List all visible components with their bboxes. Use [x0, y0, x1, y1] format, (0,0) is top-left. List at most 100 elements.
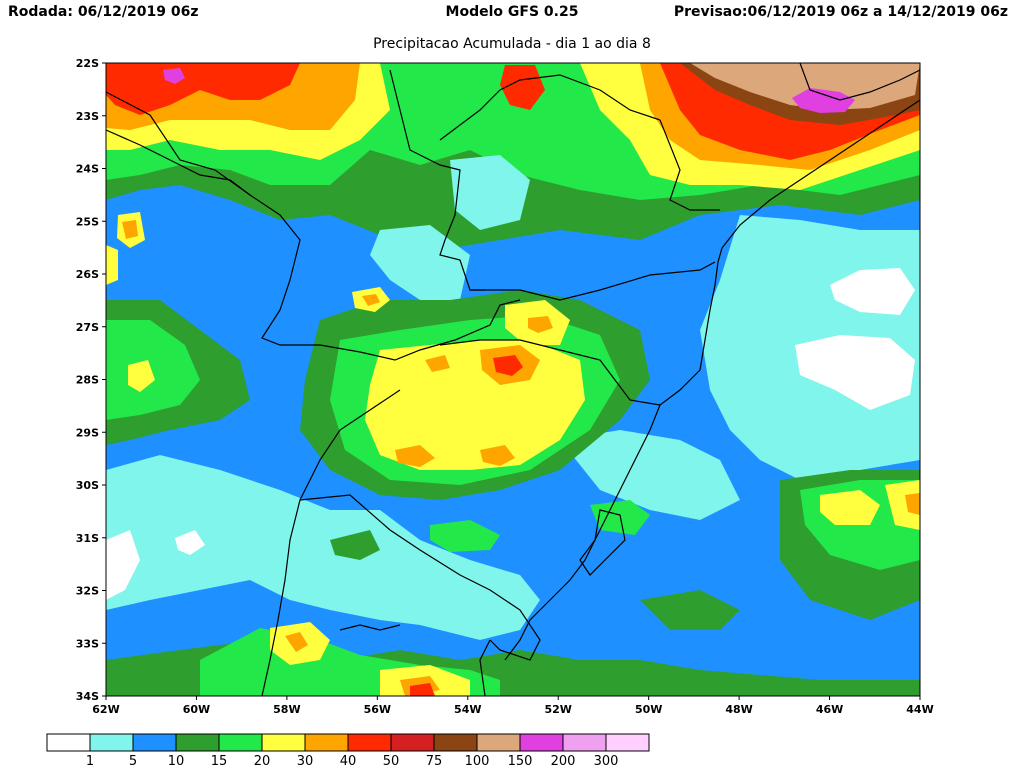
lon-tick-label: 56W — [364, 703, 391, 716]
lon-tick-label: 60W — [183, 703, 210, 716]
field-50-peak — [500, 65, 545, 110]
boundary-sc-rs — [439, 339, 661, 406]
legend-swatch — [476, 733, 521, 752]
field-50-central — [493, 355, 523, 376]
coast-sp-pr — [721, 99, 920, 249]
lon-tick-label: 52W — [544, 703, 571, 716]
field-200-northeast — [792, 88, 855, 113]
boundary-river-plate — [339, 624, 401, 631]
coast-rs — [504, 404, 661, 661]
boundary-parana-sc — [470, 261, 716, 301]
color-legend: 1 5 10 15 20 30 40 50 75 100 150 200 300 — [46, 733, 650, 769]
field-50-north — [106, 63, 300, 115]
rodada-label: Rodada: — [8, 4, 73, 20]
precipitation-field — [106, 63, 920, 696]
boundary-west — [106, 129, 251, 196]
legend-label: 15 — [211, 754, 228, 769]
previsao-text: Previsao:06/12/2019 06z a 14/12/2019 06z — [674, 4, 1008, 20]
boundary-uruguay-brazil — [299, 494, 541, 661]
lat-tick-label: 24S — [76, 163, 99, 176]
boundary-sp-mg — [659, 119, 720, 211]
field-5-central — [370, 225, 470, 300]
legend-label: 150 — [508, 754, 533, 769]
lagoa-dos-patos — [579, 509, 626, 576]
lat-tick-label: 28S — [76, 374, 99, 387]
field-5-southeast-coast — [560, 430, 740, 520]
boundary-rj — [799, 63, 920, 101]
legend-swatch — [261, 733, 306, 752]
field-40-central-2 — [395, 445, 435, 467]
field-40-southeast — [905, 493, 920, 515]
field-40-spot — [362, 294, 380, 306]
map-subtitle: Precipitacao Acumulada - dia 1 ao dia 8 — [373, 36, 651, 52]
lat-tick-label: 34S — [76, 690, 99, 703]
legend-swatch — [175, 733, 220, 752]
legend-swatch — [519, 733, 564, 752]
field-30-southeast — [820, 490, 880, 525]
lat-tick-label: 27S — [76, 321, 99, 334]
field-40-west — [122, 220, 138, 239]
field-1-spot-southwest — [175, 530, 205, 555]
legend-swatch — [132, 733, 177, 752]
legend-label: 30 — [297, 754, 314, 769]
lon-tick-label: 44W — [906, 703, 933, 716]
field-1-east-2 — [795, 335, 915, 410]
boundary-brazil-paraguay — [389, 69, 485, 291]
lat-tick-label: 31S — [76, 532, 99, 545]
field-30-west-2 — [106, 245, 118, 285]
field-15-blob-1 — [330, 530, 380, 560]
legend-swatch — [46, 733, 91, 752]
lat-tick-label: 30S — [76, 479, 99, 492]
field-40-south — [285, 632, 308, 652]
field-5-central-north — [450, 155, 530, 230]
field-150-northeast — [690, 63, 920, 110]
lat-tick-label: 25S — [76, 215, 99, 228]
legend-label: 40 — [340, 754, 357, 769]
legend-swatch — [562, 733, 607, 752]
field-200-northwest — [163, 68, 185, 84]
legend-label: 100 — [465, 754, 490, 769]
lon-tick-label: 50W — [635, 703, 662, 716]
lon-tick-label: 54W — [454, 703, 481, 716]
legend-swatch — [347, 733, 392, 752]
legend-swatch — [89, 733, 134, 752]
legend-label: 1 — [86, 754, 94, 769]
boundaries — [106, 63, 920, 696]
legend-swatch — [433, 733, 478, 752]
legend-label: 5 — [129, 754, 137, 769]
field-40-central-4 — [425, 355, 450, 372]
model-title: Modelo GFS 0.25 — [445, 4, 579, 20]
field-15-blob-2 — [640, 590, 740, 630]
legend-label: 10 — [168, 754, 185, 769]
field-1-east — [830, 268, 915, 315]
legend-label: 75 — [426, 754, 443, 769]
rodada-value: 06/12/2019 06z — [77, 4, 199, 20]
field-20-west — [106, 320, 200, 420]
lon-tick-label: 46W — [816, 703, 843, 716]
legend-label: 50 — [383, 754, 400, 769]
rodada-text: Rodada: 06/12/2019 06z — [8, 4, 198, 20]
lat-tick-label: 33S — [76, 637, 99, 650]
lat-tick-label: 29S — [76, 426, 99, 439]
boundary-argentina-uruguay — [261, 389, 401, 696]
field-30-southeast-2 — [885, 480, 920, 530]
field-5-southwest — [106, 455, 540, 640]
field-1-southwest — [106, 530, 140, 600]
field-50-south — [410, 683, 435, 696]
legend-label: 200 — [551, 754, 576, 769]
previsao-label: Previsao: — [673, 4, 748, 20]
previsao-value: 06/12/2019 06z a 14/12/2019 06z — [747, 4, 1008, 20]
legend-swatch — [304, 733, 349, 752]
boundary-north — [439, 74, 661, 141]
lat-tick-label: 26S — [76, 268, 99, 281]
legend-label: 300 — [594, 754, 619, 769]
lat-tick-label: 32S — [76, 585, 99, 598]
boundary-paraguay-argentina — [106, 91, 521, 361]
coast-sc — [659, 247, 723, 406]
legend-swatch — [218, 733, 263, 752]
legend-swatch — [390, 733, 435, 752]
field-20-blob-1 — [430, 520, 500, 552]
lat-tick-label: 23S — [76, 110, 99, 123]
field-40-central-3 — [480, 445, 515, 466]
